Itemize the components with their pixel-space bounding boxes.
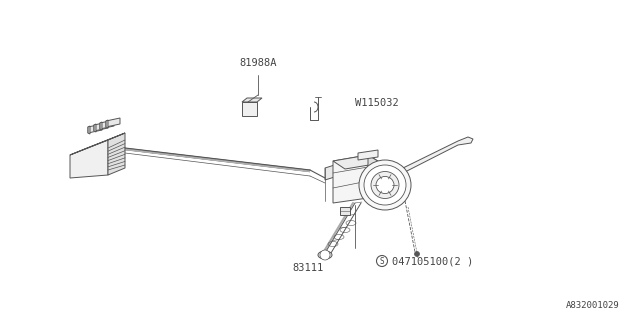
Polygon shape <box>100 122 102 130</box>
Polygon shape <box>106 120 108 128</box>
Polygon shape <box>368 155 381 205</box>
Polygon shape <box>94 124 96 132</box>
Polygon shape <box>401 137 473 175</box>
Text: 81988A: 81988A <box>239 58 276 68</box>
Ellipse shape <box>318 251 332 259</box>
Text: A832001029: A832001029 <box>566 301 620 310</box>
Circle shape <box>245 104 255 114</box>
Polygon shape <box>242 98 262 102</box>
Circle shape <box>415 252 419 257</box>
Polygon shape <box>108 133 125 175</box>
Text: S: S <box>380 257 384 266</box>
Polygon shape <box>70 140 108 178</box>
Polygon shape <box>88 126 90 134</box>
Ellipse shape <box>376 177 394 194</box>
Ellipse shape <box>371 172 399 198</box>
Circle shape <box>248 107 253 111</box>
Circle shape <box>320 250 330 260</box>
Text: W115032: W115032 <box>355 98 399 108</box>
Polygon shape <box>94 122 108 131</box>
Polygon shape <box>358 150 378 160</box>
Ellipse shape <box>359 160 411 210</box>
Text: 83111: 83111 <box>292 263 324 273</box>
Polygon shape <box>333 155 381 169</box>
Polygon shape <box>333 155 368 203</box>
Text: 047105100(2 ): 047105100(2 ) <box>392 256 473 266</box>
Polygon shape <box>325 163 341 180</box>
Polygon shape <box>340 207 350 215</box>
Polygon shape <box>88 124 102 133</box>
Polygon shape <box>242 102 257 116</box>
Circle shape <box>376 255 387 267</box>
Polygon shape <box>106 118 120 127</box>
Polygon shape <box>70 133 125 155</box>
Ellipse shape <box>364 165 406 205</box>
Polygon shape <box>100 120 114 129</box>
